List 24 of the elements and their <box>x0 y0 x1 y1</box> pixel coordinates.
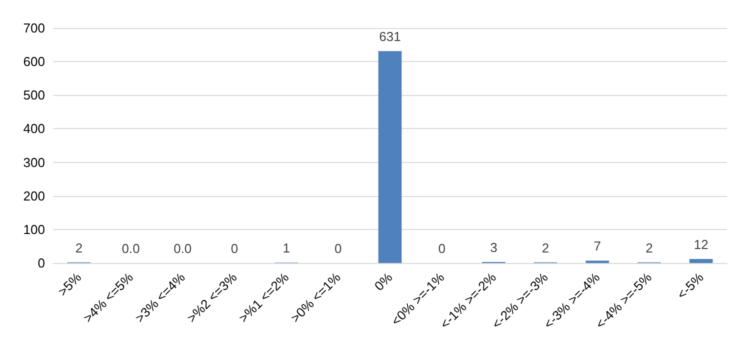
data-label: 7 <box>594 238 601 254</box>
data-label: 1 <box>282 240 290 256</box>
y-tick-label: 300 <box>23 154 45 170</box>
data-label: 0 <box>438 241 446 256</box>
data-label: 2 <box>542 240 550 256</box>
y-tick-label: 400 <box>23 121 45 136</box>
bar <box>689 258 713 263</box>
y-tick-label: 600 <box>23 54 45 70</box>
y-tick-label: 200 <box>23 188 45 204</box>
data-label: 3 <box>490 240 498 255</box>
bar <box>378 51 402 263</box>
y-tick-label: 0 <box>38 256 45 270</box>
x-tick-label: 0% <box>371 269 396 294</box>
y-tick-label: 700 <box>23 20 45 36</box>
y-tick-label: 100 <box>23 222 45 237</box>
data-label: 0 <box>230 241 238 256</box>
data-label: 12 <box>694 236 708 252</box>
data-label: 0 <box>334 241 342 256</box>
data-label: 2 <box>646 240 653 256</box>
data-label: 0.0 <box>122 241 140 256</box>
data-label: 631 <box>379 29 401 44</box>
data-label: 2 <box>75 240 83 256</box>
data-label: 0.0 <box>174 241 192 256</box>
y-tick-label: 500 <box>23 88 45 103</box>
